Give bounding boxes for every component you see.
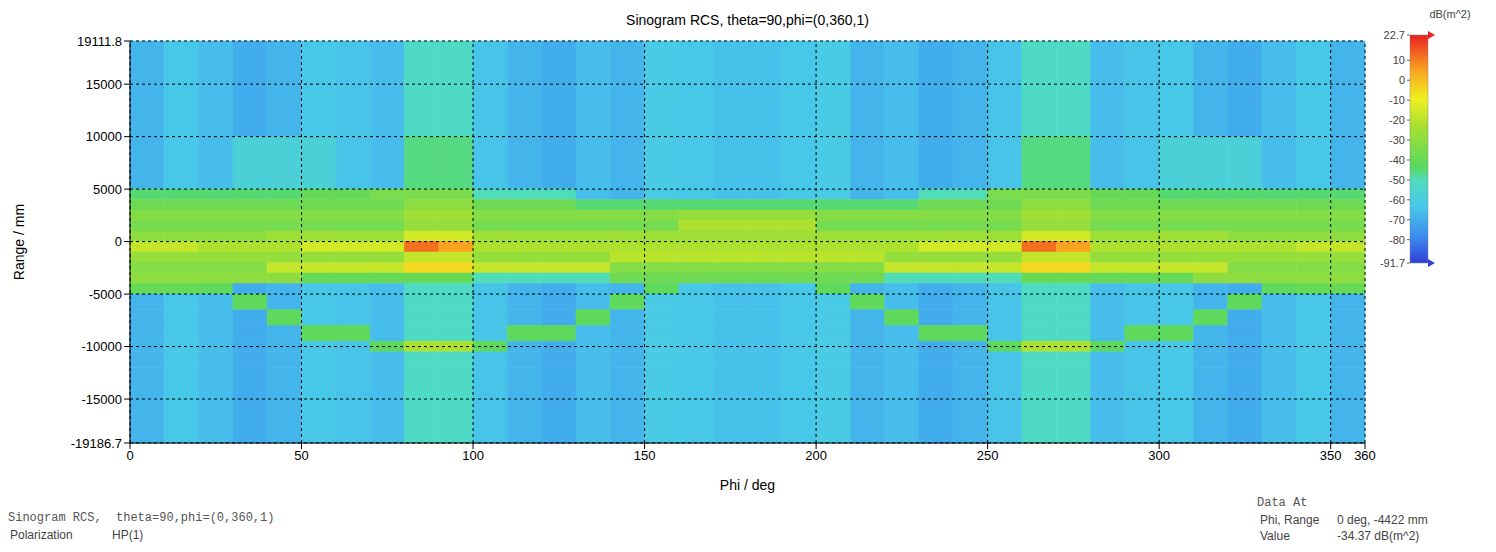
svg-text:Value: Value xyxy=(1260,529,1290,543)
svg-text:Sinogram RCS, theta=90,phi=(0,: Sinogram RCS, theta=90,phi=(0,360,1) xyxy=(626,12,869,28)
svg-text:Sinogram RCS, theta=90,phi=(0: Sinogram RCS, theta=90,phi=(0,360,1) xyxy=(8,511,274,525)
svg-text:dB(m^2): dB(m^2) xyxy=(1429,8,1470,20)
svg-text:200: 200 xyxy=(805,448,827,463)
svg-text:Phi, Range: Phi, Range xyxy=(1260,513,1320,527)
svg-text:0: 0 xyxy=(126,448,133,463)
svg-text:10: 10 xyxy=(1393,54,1405,66)
svg-text:-60: -60 xyxy=(1389,194,1405,206)
svg-text:250: 250 xyxy=(977,448,999,463)
svg-text:-10: -10 xyxy=(1389,94,1405,106)
svg-text:Phi / deg: Phi / deg xyxy=(720,477,775,493)
svg-text:100: 100 xyxy=(462,448,484,463)
svg-text:-34.37 dB(m^2): -34.37 dB(m^2) xyxy=(1337,529,1419,543)
svg-text:-20: -20 xyxy=(1389,114,1405,126)
svg-text:Range / mm: Range / mm xyxy=(11,204,27,280)
svg-text:-19186.7: -19186.7 xyxy=(71,436,122,451)
svg-text:Data At: Data At xyxy=(1257,496,1307,510)
svg-text:HP(1): HP(1) xyxy=(112,528,143,542)
svg-text:-80: -80 xyxy=(1389,234,1405,246)
svg-text:-15000: -15000 xyxy=(82,392,122,407)
svg-text:22.7: 22.7 xyxy=(1384,29,1405,41)
svg-text:350: 350 xyxy=(1320,448,1342,463)
svg-text:150: 150 xyxy=(634,448,656,463)
svg-text:-70: -70 xyxy=(1389,214,1405,226)
svg-text:-50: -50 xyxy=(1389,174,1405,186)
svg-text:50: 50 xyxy=(294,448,308,463)
svg-text:-5000: -5000 xyxy=(89,287,122,302)
svg-text:-30: -30 xyxy=(1389,134,1405,146)
svg-text:-91.7: -91.7 xyxy=(1380,257,1405,269)
svg-text:-10000: -10000 xyxy=(82,339,122,354)
svg-text:-40: -40 xyxy=(1389,154,1405,166)
svg-text:15000: 15000 xyxy=(86,77,122,92)
svg-text:300: 300 xyxy=(1148,448,1170,463)
svg-text:0: 0 xyxy=(1399,74,1405,86)
svg-text:5000: 5000 xyxy=(93,182,122,197)
svg-text:0 deg, -4422 mm: 0 deg, -4422 mm xyxy=(1337,513,1428,527)
svg-text:19111.8: 19111.8 xyxy=(77,34,122,49)
svg-text:0: 0 xyxy=(115,234,122,249)
svg-text:10000: 10000 xyxy=(86,129,122,144)
svg-text:Polarization: Polarization xyxy=(10,528,73,542)
svg-text:360: 360 xyxy=(1354,448,1376,463)
